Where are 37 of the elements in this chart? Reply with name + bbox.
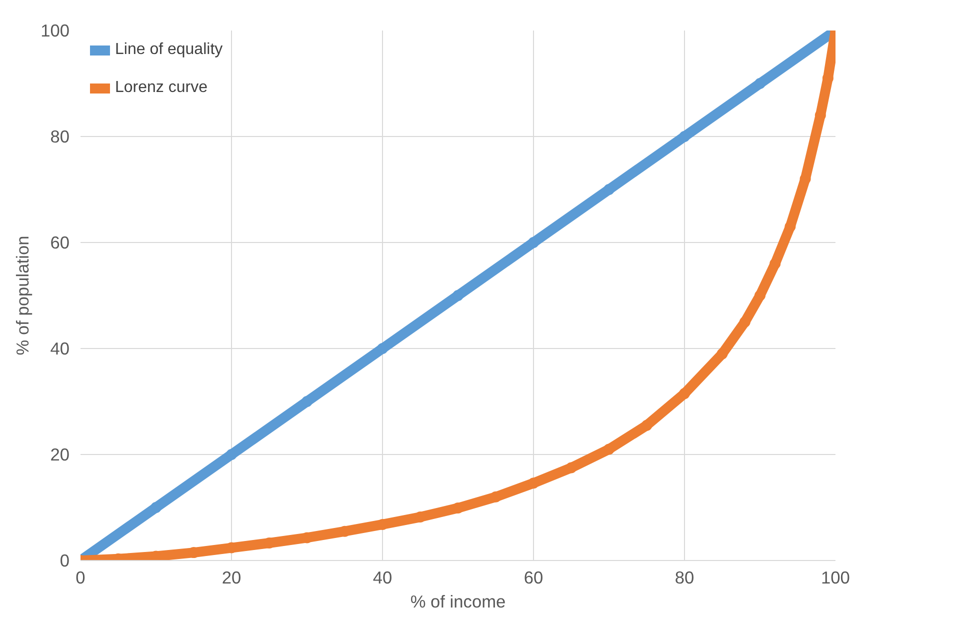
y-axis-title: % of population [12, 236, 33, 356]
x-tick-label: 60 [524, 568, 544, 588]
point [679, 388, 690, 400]
point [754, 290, 766, 301]
point [739, 316, 750, 328]
point [528, 478, 539, 489]
point [784, 221, 796, 232]
x-tick-label: 20 [222, 568, 242, 588]
point [754, 78, 766, 89]
y-tick-label: 80 [50, 126, 70, 146]
y-tick-label: 40 [50, 338, 70, 358]
point [528, 237, 539, 248]
point [302, 396, 312, 407]
y-tick-label: 100 [40, 20, 70, 40]
point [566, 462, 577, 474]
point [452, 502, 464, 514]
point [490, 491, 502, 502]
point [679, 131, 690, 142]
point [604, 184, 614, 195]
legend-label: Line of equality [115, 41, 223, 59]
legend-label: Lorenz curve [115, 79, 208, 97]
point [452, 290, 464, 301]
x-tick-label: 0 [76, 568, 86, 588]
point [641, 420, 652, 431]
point [770, 258, 781, 270]
point [604, 444, 614, 455]
x-tick-label: 100 [821, 568, 850, 588]
point [716, 348, 728, 360]
x-axis-title: % of income [410, 592, 506, 612]
y-tick-label: 0 [60, 550, 70, 570]
point [150, 502, 162, 513]
point [377, 343, 388, 354]
x-tick-label: 40 [372, 568, 392, 588]
point [226, 449, 237, 460]
y-tick-label: 60 [50, 232, 70, 252]
y-tick-label: 20 [50, 444, 70, 464]
x-tick-label: 80 [674, 568, 694, 588]
